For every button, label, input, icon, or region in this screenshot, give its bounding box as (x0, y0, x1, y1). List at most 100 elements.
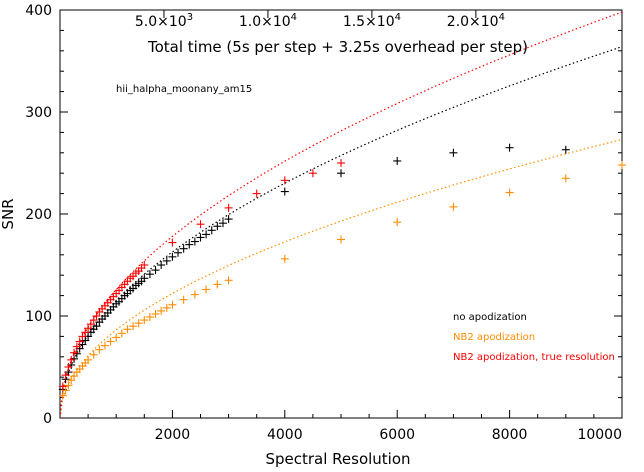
data-point (505, 143, 514, 152)
data-point (72, 342, 81, 351)
data-point (449, 148, 458, 157)
y-tick-label: 400 (25, 3, 52, 19)
data-point (81, 328, 90, 337)
data-point (64, 381, 73, 390)
top-axis: 5.0×103 1.0×104 1.5×104 2.0×104 (135, 10, 505, 30)
data-point (145, 270, 154, 279)
data-point (196, 220, 205, 229)
data-point (280, 187, 289, 196)
data-point (337, 159, 345, 167)
data-point (505, 188, 514, 197)
data-point (75, 337, 84, 346)
top-tick-label: 1.5×104 (343, 12, 401, 30)
chart-annotation: hii_halpha_moonany_am15 (116, 84, 252, 95)
data-point (280, 254, 289, 263)
fit-curves (60, 11, 622, 418)
legend-entry: NB2 apodization, true resolution (453, 352, 615, 363)
data-point (89, 316, 98, 325)
data-point (106, 337, 115, 346)
data-point (185, 240, 194, 249)
data-point (213, 222, 222, 231)
data-point (64, 363, 73, 371)
legend: no apodization NB2 apodization NB2 apodiza… (453, 312, 615, 363)
data-point (140, 274, 149, 283)
x-tick-label: 4000 (267, 427, 303, 443)
x-tick-label: 2000 (155, 427, 191, 443)
legend-entry: no apodization (453, 312, 527, 323)
data-point (196, 233, 205, 242)
data-point (157, 306, 166, 315)
data-point (145, 313, 154, 322)
x-axis-label: Spectral Resolution (265, 450, 410, 468)
data-point (61, 386, 70, 395)
data-point (224, 215, 233, 224)
data-point (84, 324, 93, 333)
top-tick-label: 5.0×103 (135, 12, 193, 30)
data-point (224, 276, 233, 285)
data-point (618, 161, 626, 170)
data-point (308, 169, 317, 178)
data-point (162, 303, 171, 312)
fit-curve (60, 11, 622, 418)
data-point (84, 355, 93, 364)
data-point (280, 176, 289, 185)
data-point (337, 235, 345, 244)
data-point (202, 230, 211, 239)
data-point (140, 316, 149, 325)
data-point (393, 218, 402, 227)
data-point (117, 329, 126, 338)
data-point (174, 248, 183, 257)
data-point (70, 348, 79, 357)
data-point (92, 312, 101, 320)
data-point (157, 261, 166, 269)
data-point (190, 237, 199, 246)
y-tick-label: 0 (43, 411, 52, 427)
fit-curve (60, 46, 622, 418)
y-axis: 0 100 200 300 400 (25, 3, 622, 427)
y-tick-label: 300 (25, 105, 52, 121)
data-point (337, 169, 345, 178)
data-point (207, 226, 216, 235)
data-point (151, 309, 160, 318)
data-point (393, 156, 402, 165)
data-point (92, 322, 101, 331)
data-point (81, 336, 90, 345)
x-tick-label: 8000 (492, 427, 528, 443)
data-point (78, 332, 87, 341)
data-point (67, 376, 76, 385)
data-point (86, 320, 95, 329)
data-point (100, 341, 109, 350)
data-point (449, 202, 458, 211)
data-point (89, 350, 98, 359)
x-axis: 2000 4000 6000 8000 10000 (87, 410, 623, 443)
data-points (58, 143, 626, 400)
data-point (162, 256, 171, 265)
data-point (58, 382, 67, 391)
data-point (179, 244, 188, 253)
data-point (213, 280, 222, 289)
data-point (134, 319, 143, 328)
top-tick-label: 2.0×104 (447, 12, 505, 30)
data-point (129, 322, 138, 331)
top-tick-label: 1.0×104 (239, 12, 297, 30)
data-point (70, 372, 79, 381)
y-axis-label: SNR (0, 198, 17, 229)
data-point (123, 325, 132, 334)
data-point (561, 145, 570, 154)
data-point (218, 219, 227, 228)
data-point (61, 371, 70, 380)
data-point (140, 261, 149, 269)
data-point (561, 174, 570, 183)
legend-entry: NB2 apodization (453, 332, 535, 343)
data-point (179, 295, 188, 304)
data-point (168, 252, 177, 261)
data-point (202, 285, 211, 294)
y-tick-label: 100 (25, 309, 52, 325)
data-point (224, 203, 233, 212)
data-point (112, 333, 121, 342)
x-tick-label: 6000 (379, 427, 415, 443)
data-point (95, 345, 104, 354)
